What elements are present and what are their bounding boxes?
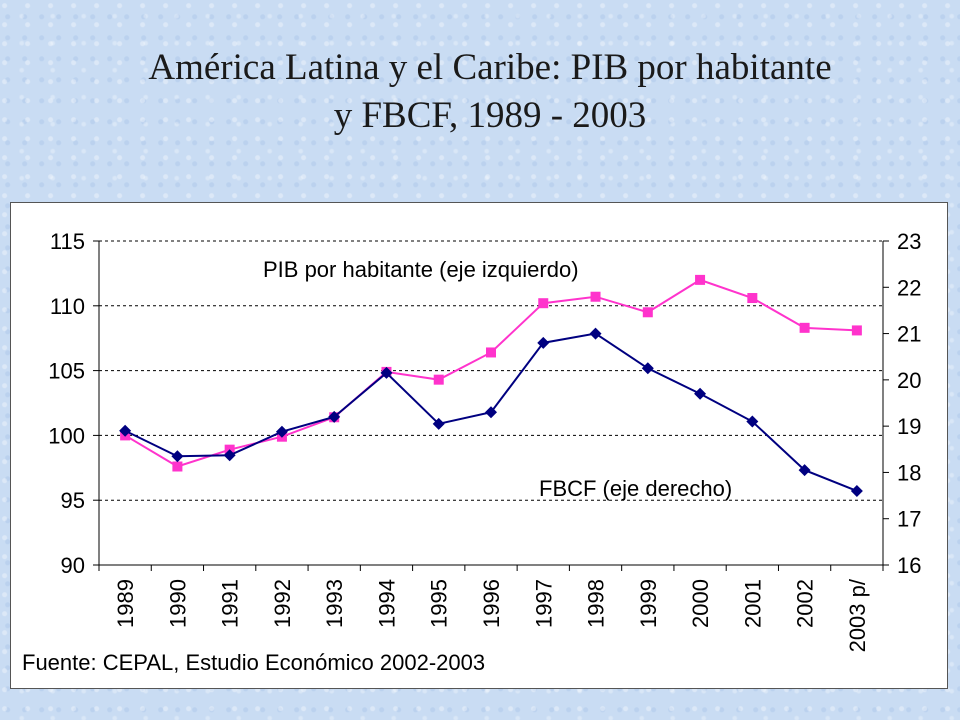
fbcf-point bbox=[171, 450, 184, 463]
pib-point bbox=[538, 298, 549, 309]
fbcf-point bbox=[485, 406, 497, 419]
grid-lines bbox=[99, 240, 883, 501]
right-tick-label: 16 bbox=[897, 553, 921, 578]
dual-axis-line-chart: 90 95 100 105 110 115 16 17 18 19 20 21 22 23 1989 1990… bbox=[48, 229, 921, 652]
right-tick-label: 22 bbox=[897, 275, 921, 300]
right-tick-label: 23 bbox=[897, 229, 921, 254]
fbcf-point bbox=[641, 362, 654, 375]
x-tick-label: 1989 bbox=[113, 579, 138, 628]
left-tick-label: 105 bbox=[48, 359, 85, 384]
fbcf-point bbox=[380, 366, 393, 379]
right-tick-label: 19 bbox=[897, 414, 921, 439]
slide-title: América Latina y el Caribe: PIB por habi… bbox=[0, 44, 960, 140]
fbcf-point bbox=[275, 425, 288, 438]
pib-point bbox=[747, 293, 758, 304]
pib-point bbox=[172, 461, 183, 472]
fbcf-point bbox=[850, 484, 863, 497]
right-tick-label: 18 bbox=[897, 460, 921, 485]
fbcf-point bbox=[746, 415, 759, 428]
fbcf-point bbox=[328, 410, 341, 423]
x-tick-label: 2000 bbox=[688, 579, 713, 628]
x-tick-label: 1994 bbox=[374, 579, 399, 628]
left-tick-label: 95 bbox=[61, 488, 85, 513]
x-tick-label: 1996 bbox=[479, 579, 504, 628]
x-tick-label: 2001 bbox=[740, 579, 765, 628]
slide-title-line-1: América Latina y el Caribe: PIB por habi… bbox=[148, 47, 832, 88]
left-tick-label: 90 bbox=[61, 553, 85, 578]
right-tick-label: 21 bbox=[897, 322, 921, 347]
x-tick-label: 1999 bbox=[636, 579, 661, 628]
x-tick-label: 1990 bbox=[165, 579, 190, 628]
pib-point bbox=[695, 274, 706, 285]
pib-point bbox=[799, 322, 810, 333]
series bbox=[119, 274, 863, 497]
pib-point bbox=[433, 374, 444, 385]
fbcf-point bbox=[119, 424, 132, 437]
pib-point bbox=[851, 325, 862, 336]
x-tick-label: 1993 bbox=[322, 579, 347, 628]
left-tick-label: 115 bbox=[50, 229, 85, 254]
left-tick-label: 110 bbox=[50, 294, 85, 319]
fbcf-point bbox=[432, 417, 445, 430]
pib-line bbox=[124, 278, 857, 468]
pib-point bbox=[642, 307, 653, 318]
pib-point bbox=[590, 291, 601, 302]
x-tick-label: 1991 bbox=[218, 579, 243, 628]
series-label-pib: PIB por habitante (eje izquierdo) bbox=[263, 257, 579, 282]
source-note: Fuente: CEPAL, Estudio Económico 2002-20… bbox=[22, 650, 486, 675]
left-tick-label: 100 bbox=[48, 423, 85, 448]
right-tick-label: 17 bbox=[897, 507, 921, 532]
slide-title-line-2: y FBCF, 1989 - 2003 bbox=[333, 95, 647, 136]
chart-panel: 90 95 100 105 110 115 16 17 18 19 20 21 22 23 1989 1990… bbox=[10, 202, 948, 689]
x-tick-label: 2003 p/ bbox=[845, 578, 870, 652]
pib-point bbox=[486, 347, 496, 358]
fbcf-point bbox=[223, 449, 236, 462]
x-tick-label: 1997 bbox=[531, 579, 556, 628]
x-tick-label: 1992 bbox=[270, 579, 295, 628]
fbcf-point bbox=[537, 336, 550, 349]
right-tick-label: 20 bbox=[897, 368, 921, 393]
tick-labels: 90 95 100 105 110 115 16 17 18 19 20 21 22 23 1989 1990… bbox=[48, 229, 921, 652]
series-label-fbcf: FBCF (eje derecho) bbox=[539, 476, 732, 501]
fbcf-point bbox=[694, 387, 707, 400]
axes bbox=[93, 240, 889, 571]
fbcf-point bbox=[798, 464, 811, 477]
x-tick-label: 2002 bbox=[793, 579, 818, 628]
x-tick-label: 1995 bbox=[427, 579, 452, 628]
x-tick-label: 1998 bbox=[584, 579, 609, 628]
fbcf-point bbox=[589, 327, 602, 340]
